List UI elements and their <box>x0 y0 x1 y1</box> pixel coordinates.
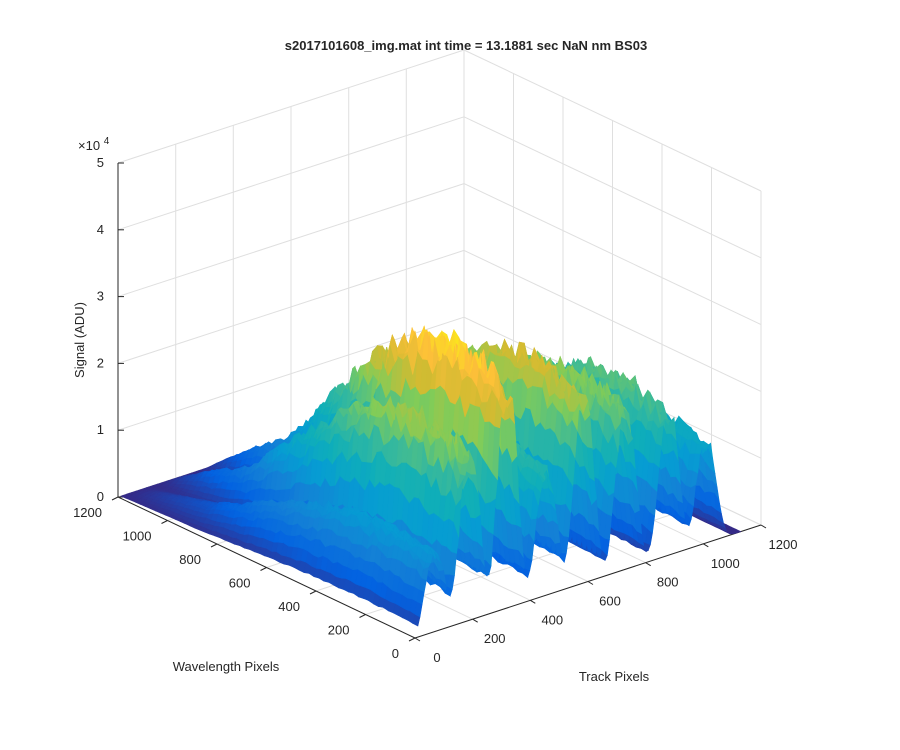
track-axis-tick <box>760 524 767 529</box>
grid-line <box>117 49 465 164</box>
wavelength-axis-tick <box>260 567 267 571</box>
grid-line <box>117 316 465 431</box>
surface-layer <box>120 325 742 627</box>
grid-line <box>117 116 465 231</box>
track-axis-tick <box>472 618 478 623</box>
wavelength-axis-tick <box>210 543 218 548</box>
grid-line <box>463 183 762 326</box>
track-axis-tick <box>703 543 709 548</box>
grid-line <box>463 116 762 259</box>
track-axis-tick <box>587 581 594 585</box>
track-axis-tick <box>530 599 536 604</box>
grid-line <box>117 183 465 298</box>
wavelength-axis-tick <box>359 614 366 618</box>
wavelength-axis-tick <box>111 496 119 501</box>
wavelength-axis-tick <box>161 520 168 524</box>
wavelength-axis-tick <box>408 637 416 642</box>
grid-line <box>117 249 465 364</box>
track-axis-tick <box>414 637 421 642</box>
wavelength-axis-tick <box>309 590 317 595</box>
axis-layer <box>111 162 767 642</box>
track-axis-tick <box>645 562 651 567</box>
grid-line <box>463 49 762 192</box>
grid-line <box>463 249 762 392</box>
